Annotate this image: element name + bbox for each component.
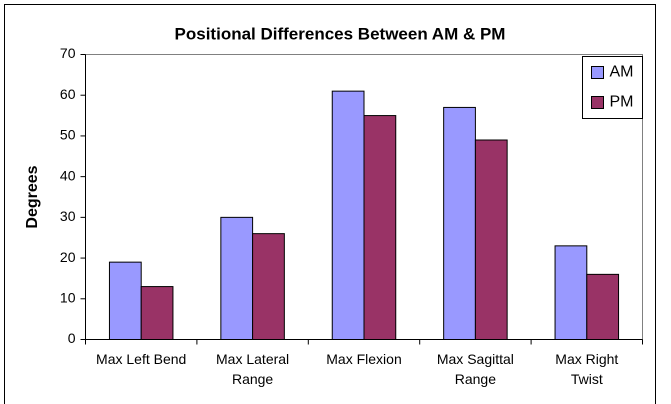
y-tick-label: 30 <box>60 208 76 224</box>
x-tick-label: Max Lateral Range <box>216 350 290 387</box>
bar <box>586 273 620 341</box>
y-tick-label: 70 <box>60 45 76 61</box>
x-tick-label: Max Left Bend <box>96 350 187 367</box>
y-axis-label: Degrees <box>24 165 41 228</box>
bar <box>140 286 174 341</box>
y-tick-label: 20 <box>60 249 76 265</box>
bar <box>554 245 588 341</box>
bar <box>443 106 476 340</box>
y-tick-label: 40 <box>60 167 76 183</box>
bar <box>252 233 285 340</box>
x-tick-label: Max Flexion <box>326 350 402 367</box>
bar <box>363 115 397 340</box>
bar <box>331 90 365 341</box>
chart-border <box>4 4 656 404</box>
x-tick-label: Max Right Twist <box>555 350 619 387</box>
chart-title: Positional Differences Between AM & PM <box>175 24 506 43</box>
bar <box>220 216 254 341</box>
legend-swatch <box>591 66 604 79</box>
y-tick-label: 60 <box>60 86 76 102</box>
legend-label: AM <box>610 64 634 81</box>
y-tick-label: 50 <box>60 127 76 143</box>
legend-label: PM <box>610 94 634 111</box>
y-tick-label: 0 <box>68 330 76 346</box>
bar <box>108 261 142 340</box>
x-tick-label: Max Sagittal Range <box>436 350 514 387</box>
legend-swatch <box>591 96 604 109</box>
y-tick-label: 10 <box>60 289 76 305</box>
bar <box>474 139 508 340</box>
